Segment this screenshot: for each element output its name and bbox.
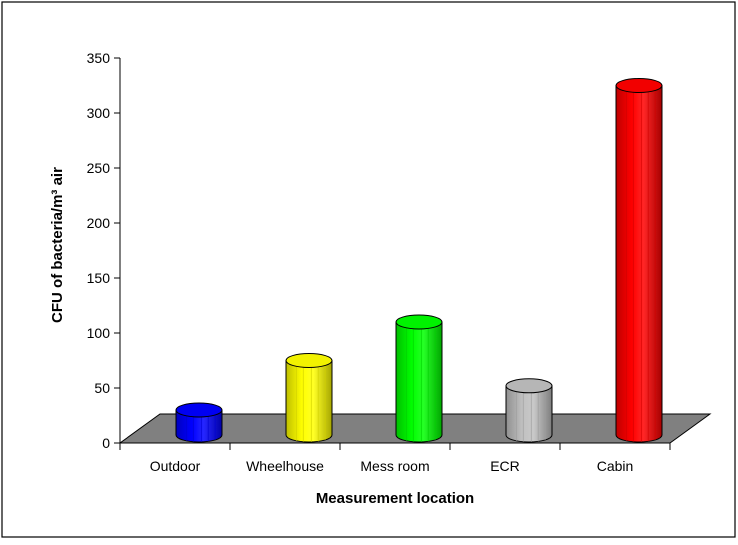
bar-body [395, 321, 443, 443]
x-tick-label: Mess room [360, 458, 429, 474]
bar-top [285, 353, 333, 368]
bar-top [395, 314, 443, 330]
y-tick-label: 350 [87, 50, 111, 66]
y-axis-title: CFU of bacteria/m³ air [49, 167, 66, 323]
bar-cabin [615, 78, 663, 443]
bar-wheelhouse [285, 353, 333, 443]
bar-top [175, 402, 223, 418]
x-tick-label: Outdoor [150, 458, 201, 474]
bar-body [615, 85, 663, 443]
bar-mess-room [395, 314, 443, 443]
bar-ecr [505, 378, 553, 443]
bar-body [285, 360, 333, 443]
y-tick-label: 300 [87, 105, 111, 121]
bar-outdoor [175, 402, 223, 443]
y-tick-label: 0 [102, 435, 110, 451]
y-tick-label: 250 [87, 160, 111, 176]
x-tick-label: Wheelhouse [246, 458, 324, 474]
bar-top [615, 78, 663, 93]
x-axis-title: Measurement location [316, 490, 474, 507]
bar-body [175, 409, 223, 443]
y-tick-label: 200 [87, 215, 111, 231]
y-tick-label: 100 [87, 325, 111, 341]
y-tick-label: 150 [87, 270, 111, 286]
bar-body [505, 385, 553, 443]
bar-top [505, 378, 553, 394]
x-tick-label: ECR [490, 458, 520, 474]
x-tick-label: Cabin [597, 458, 634, 474]
y-tick-label: 50 [94, 380, 110, 396]
